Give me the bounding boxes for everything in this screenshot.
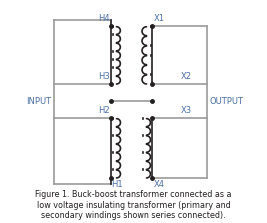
- Text: INPUT: INPUT: [26, 97, 52, 106]
- Text: H1: H1: [112, 180, 123, 189]
- Text: Figure 1. Buck-boost transformer connected as a
low voltage insulating transform: Figure 1. Buck-boost transformer connect…: [35, 190, 232, 220]
- Text: H4: H4: [98, 14, 109, 23]
- Text: X3: X3: [180, 106, 192, 115]
- Text: OUTPUT: OUTPUT: [209, 97, 244, 106]
- Text: H3: H3: [98, 72, 109, 81]
- Text: X1: X1: [154, 14, 164, 23]
- Text: H2: H2: [98, 106, 109, 115]
- Text: X4: X4: [154, 180, 164, 189]
- Text: X2: X2: [180, 72, 191, 81]
